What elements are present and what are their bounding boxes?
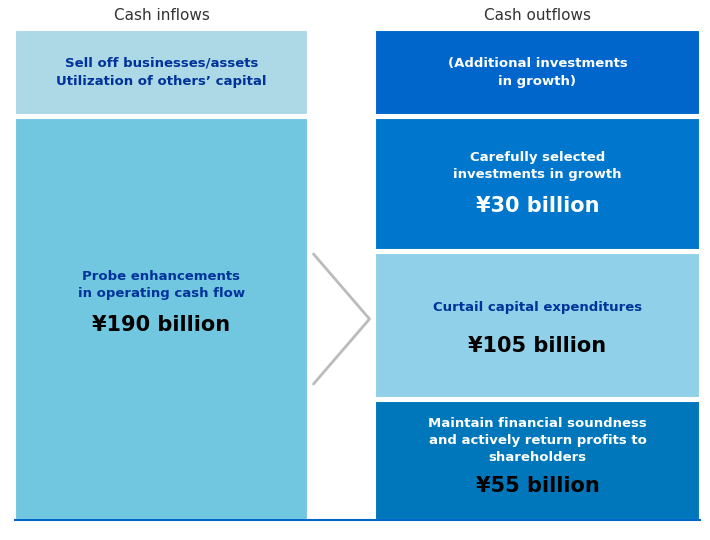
- Bar: [375, 118, 700, 250]
- Bar: [375, 253, 700, 398]
- Text: Maintain financial soundness
and actively return profits to
shareholders: Maintain financial soundness and activel…: [428, 417, 647, 464]
- Text: ¥55 billion: ¥55 billion: [476, 476, 599, 496]
- Text: Carefully selected
investments in growth: Carefully selected investments in growth: [453, 151, 622, 181]
- Text: ¥105 billion: ¥105 billion: [469, 335, 606, 355]
- Text: ¥30 billion: ¥30 billion: [476, 196, 599, 216]
- Text: Probe enhancements
in operating cash flow: Probe enhancements in operating cash flo…: [78, 269, 245, 300]
- Text: (Additional investments
in growth): (Additional investments in growth): [447, 57, 628, 87]
- Text: ¥190 billion: ¥190 billion: [92, 315, 231, 335]
- Text: Curtail capital expenditures: Curtail capital expenditures: [433, 301, 642, 314]
- Text: Cash outflows: Cash outflows: [484, 8, 591, 23]
- Bar: [375, 30, 700, 115]
- Bar: [15, 30, 308, 115]
- Text: Cash inflows: Cash inflows: [114, 8, 209, 23]
- Bar: [15, 118, 308, 520]
- Text: Sell off businesses/assets
Utilization of others’ capital: Sell off businesses/assets Utilization o…: [56, 57, 267, 88]
- Bar: [375, 401, 700, 520]
